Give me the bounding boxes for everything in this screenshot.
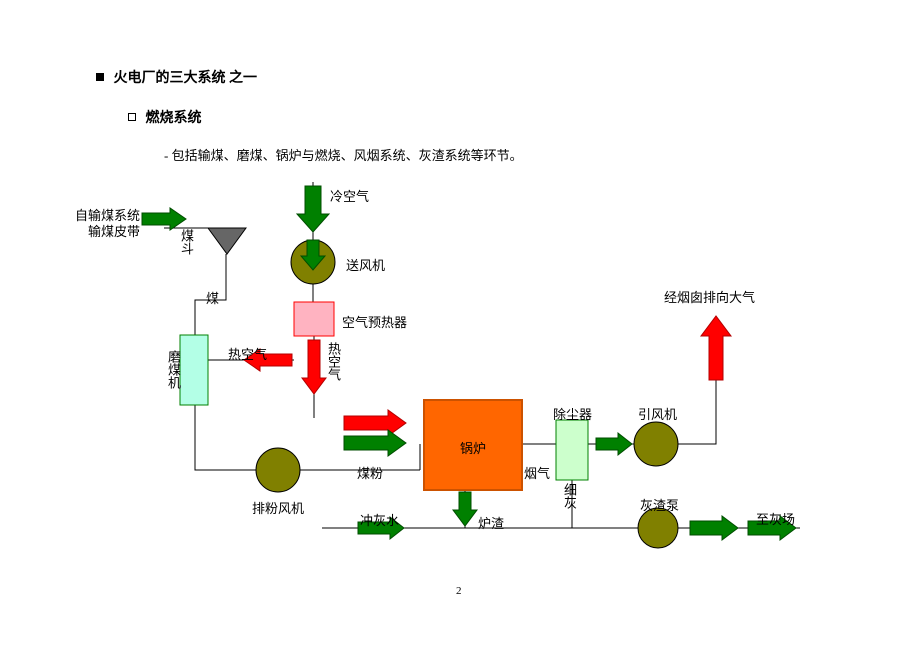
label-hot-air-v: 热空气 — [324, 342, 343, 381]
arrow-icon — [701, 316, 731, 380]
label-powder-fan: 排粉风机 — [252, 498, 304, 517]
label-ash-pump: 灰渣泵 — [640, 495, 679, 514]
label-to-ash-field: 至灰场 — [756, 509, 795, 528]
label-dust-collector: 除尘器 — [553, 404, 592, 423]
coal-mill-box — [180, 335, 208, 405]
arrow-icon — [453, 492, 477, 526]
label-cold-air: 冷空气 — [330, 186, 369, 205]
label-coal-mill: 磨煤机 — [164, 350, 183, 389]
ash-pump-icon — [638, 508, 678, 548]
label-flush-water: 冲灰水 — [360, 510, 399, 529]
combustion-system-diagram — [0, 0, 920, 651]
arrow-icon — [596, 433, 632, 455]
arrow-icon — [344, 430, 406, 456]
label-fine-ash: 细灰 — [560, 483, 579, 509]
coal-hopper-icon — [208, 228, 246, 254]
arrow-icon — [344, 410, 406, 436]
label-hot-air-h: 热空气 — [228, 344, 267, 363]
label-coal-hopper: 煤斗 — [177, 229, 196, 255]
label-coal: 煤 — [206, 288, 219, 307]
label-coal-input: 自输煤系统 输煤皮带 — [56, 208, 140, 240]
arrow-icon — [302, 340, 326, 394]
induced-fan-icon — [634, 422, 678, 466]
arrow-icon — [690, 516, 738, 540]
page-number: 2 — [456, 585, 462, 597]
label-slag: 炉渣 — [478, 513, 504, 532]
label-flue-gas: 烟气 — [524, 463, 550, 482]
arrow-icon — [142, 208, 186, 230]
air-preheater-box — [294, 302, 334, 336]
label-blower: 送风机 — [346, 255, 385, 274]
label-coal-powder: 煤粉 — [357, 463, 383, 482]
dust-collector-box — [556, 420, 588, 480]
label-air-preheater: 空气预热器 — [342, 312, 407, 331]
label-to-atmosphere: 经烟囱排向大气 — [664, 287, 755, 306]
arrow-icon — [297, 186, 329, 232]
label-boiler: 锅炉 — [460, 438, 486, 457]
label-induced-fan: 引风机 — [638, 404, 677, 423]
powder-fan-icon — [256, 448, 300, 492]
